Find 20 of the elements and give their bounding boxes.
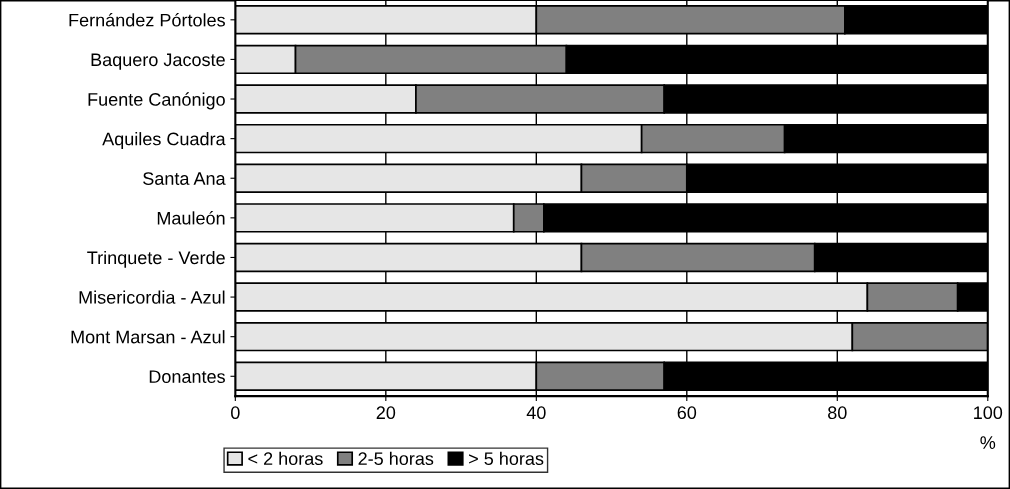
x-tick-label: 60 [677,406,697,420]
x-tick-label: 80 [828,406,847,420]
y-tick-label: Mont Marsan - Azul [71,330,225,344]
x-tick-label: 20 [376,406,396,420]
x-tick-label: 100 [974,406,1003,420]
y-tick-label: Donantes [149,370,225,384]
y-tick-label: Baquero Jacoste [91,53,225,70]
legend-label: > 5 horas [469,451,544,466]
x-axis-title: % [980,436,996,449]
y-tick-label: Aquiles Cuadra [102,132,226,149]
y-tick-label: Fuente Canónigo [88,92,225,110]
x-tick-label: 40 [526,406,546,420]
y-tick-label: Misericordia - Azul [79,290,225,304]
y-tick-label: Trinquete - Verde [87,250,225,268]
x-tick-label: 0 [231,406,240,420]
y-tick-label: Mauleón [157,211,225,225]
legend-label: < 2 horas [248,451,323,466]
legend-label: 2-5 horas [358,451,434,466]
y-tick-label: Santa Ana [143,172,226,185]
y-tick-label: Fernández Pórtoles [69,13,225,27]
